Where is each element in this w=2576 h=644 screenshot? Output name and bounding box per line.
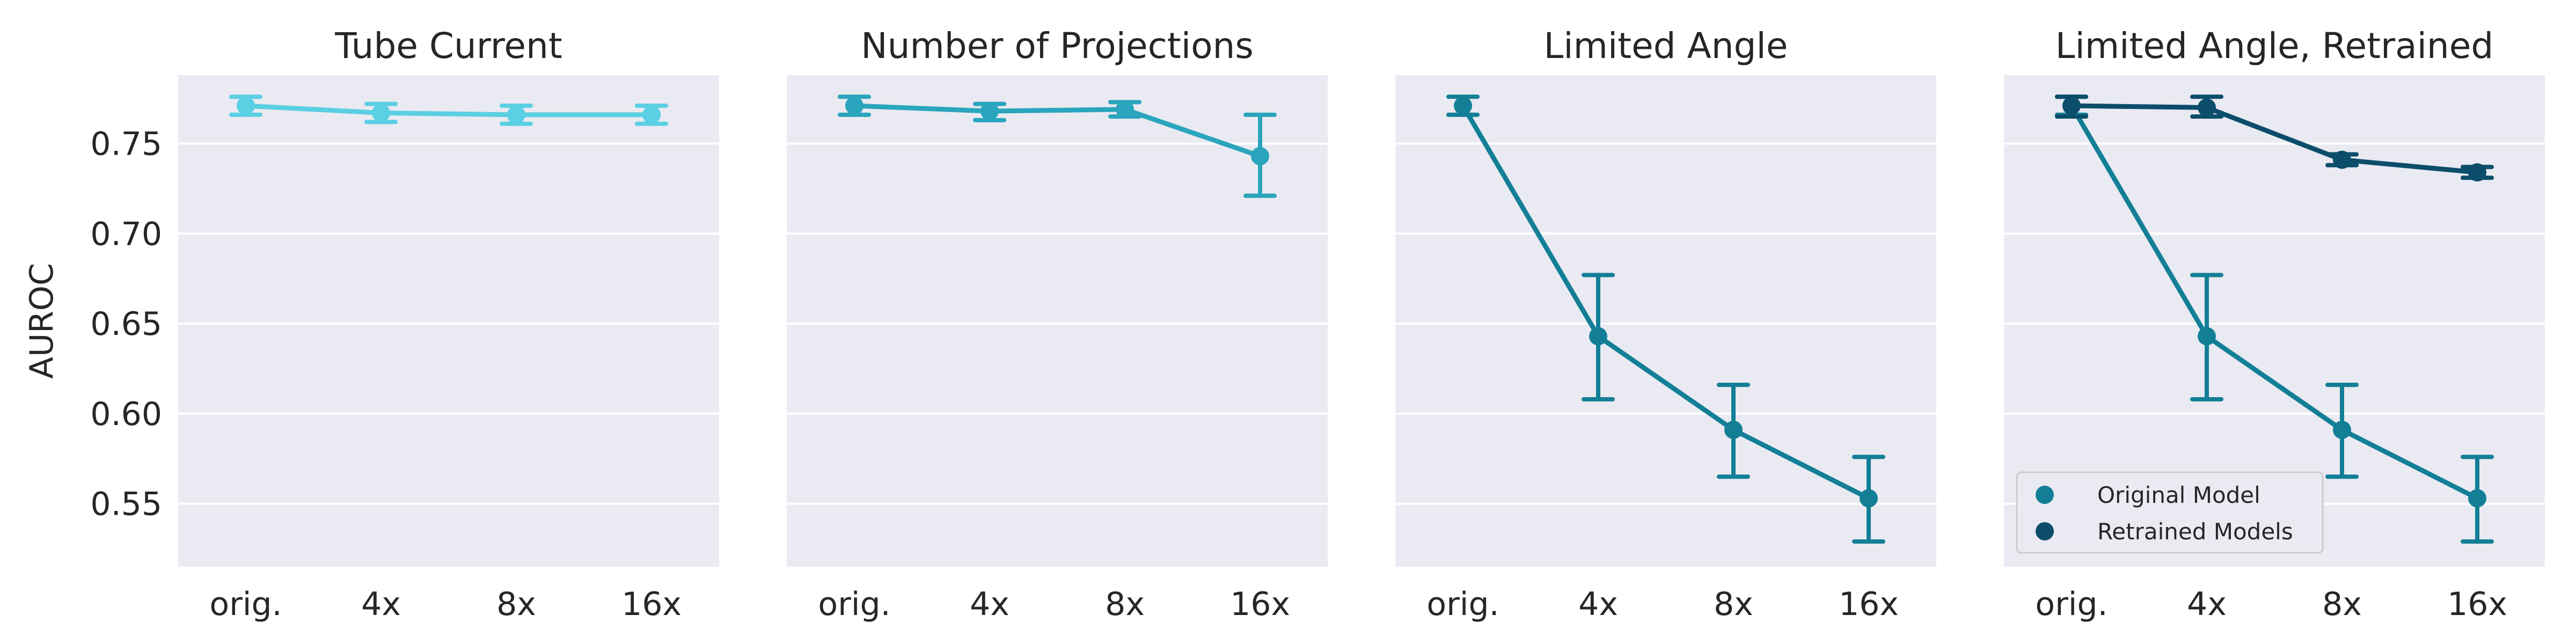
- x-tick-label: 16x: [621, 586, 682, 623]
- data-point: [642, 105, 661, 124]
- series-line: [243, 103, 654, 118]
- data-point: [2198, 327, 2216, 346]
- x-tick-label: orig.: [1426, 586, 1499, 623]
- legend: Original Model Retrained Models: [2016, 471, 2324, 554]
- data-point: [1454, 97, 1472, 115]
- y-tick-label: 0.65: [90, 305, 162, 343]
- x-tick-label: 4x: [970, 586, 1009, 623]
- data-point: [845, 97, 863, 115]
- chart-title: Limited Angle: [1544, 25, 1788, 67]
- x-tick-label: 8x: [1105, 586, 1145, 623]
- x-tick-label: orig.: [818, 586, 890, 623]
- data-point: [980, 102, 999, 121]
- data-point: [372, 104, 390, 122]
- series-1: [838, 94, 1277, 198]
- x-tick-label: orig.: [2035, 586, 2107, 623]
- chart-panels: 0.75 0.70 0.65 0.60 0.55 AUROC Tube Current ori…: [23, 25, 2545, 623]
- x-tick-label: 4x: [1578, 586, 1618, 623]
- data-point: [1116, 100, 1134, 119]
- legend-label: Retrained Models: [2097, 518, 2293, 545]
- chart-title: Limited Angle, Retrained: [2055, 25, 2494, 67]
- series-1: [229, 94, 668, 126]
- x-tick-label: 8x: [496, 586, 536, 623]
- legend-marker: [2036, 486, 2054, 504]
- x-tick-label: 4x: [2187, 586, 2227, 623]
- x-tick-label: orig.: [209, 586, 282, 623]
- chart-panel-1: 0.75 0.70 0.65 0.60 0.55 AUROC Tube Current ori…: [23, 25, 719, 623]
- series-line: [2069, 103, 2480, 175]
- plot-area: [178, 75, 719, 567]
- chart-panel-2: Number of Projections orig. 4x 8x 16x: [787, 25, 1328, 623]
- x-tick-label: 16x: [2447, 586, 2507, 623]
- chart-title: Number of Projections: [861, 25, 1253, 67]
- series-line: [1460, 103, 1871, 501]
- data-point: [507, 105, 525, 124]
- legend-label: Original Model: [2097, 482, 2260, 508]
- data-point: [2062, 97, 2081, 115]
- data-point: [1724, 420, 1743, 439]
- series-line: [852, 103, 1263, 159]
- legend-marker: [2036, 522, 2054, 540]
- chart-panel-3: Limited Angle orig. 4x 8x 16x: [1395, 25, 1936, 623]
- legend-box: [2016, 471, 2324, 554]
- series-2: [2055, 94, 2494, 182]
- data-point: [2333, 420, 2351, 439]
- chart-title: Tube Current: [334, 25, 562, 67]
- y-tick-label: 0.60: [90, 396, 162, 433]
- data-point: [2333, 150, 2351, 169]
- data-point: [2468, 489, 2486, 508]
- plot-area: [787, 75, 1328, 567]
- x-tick-label: 8x: [2322, 586, 2362, 623]
- series-1: [1446, 94, 1885, 544]
- data-point: [1860, 489, 1878, 508]
- data-point: [1589, 327, 1607, 346]
- data-point: [2468, 163, 2486, 182]
- data-point: [237, 97, 255, 115]
- x-tick-label: 8x: [1714, 586, 1753, 623]
- y-tick-label: 0.70: [90, 215, 162, 253]
- x-tick-label: 16x: [1230, 586, 1290, 623]
- chart-panel-4: Limited Angle, Retrained orig. 4x 8x 16x Orig…: [2004, 25, 2545, 623]
- x-tick-label: 4x: [361, 586, 401, 623]
- series-line: [2069, 103, 2480, 501]
- data-point: [1251, 147, 1269, 165]
- y-tick-label: 0.75: [90, 126, 162, 163]
- data-point: [2198, 98, 2216, 117]
- y-tick-label: 0.55: [90, 486, 162, 523]
- x-tick-label: 16x: [1839, 586, 1899, 623]
- y-axis-label: AUROC: [23, 263, 61, 379]
